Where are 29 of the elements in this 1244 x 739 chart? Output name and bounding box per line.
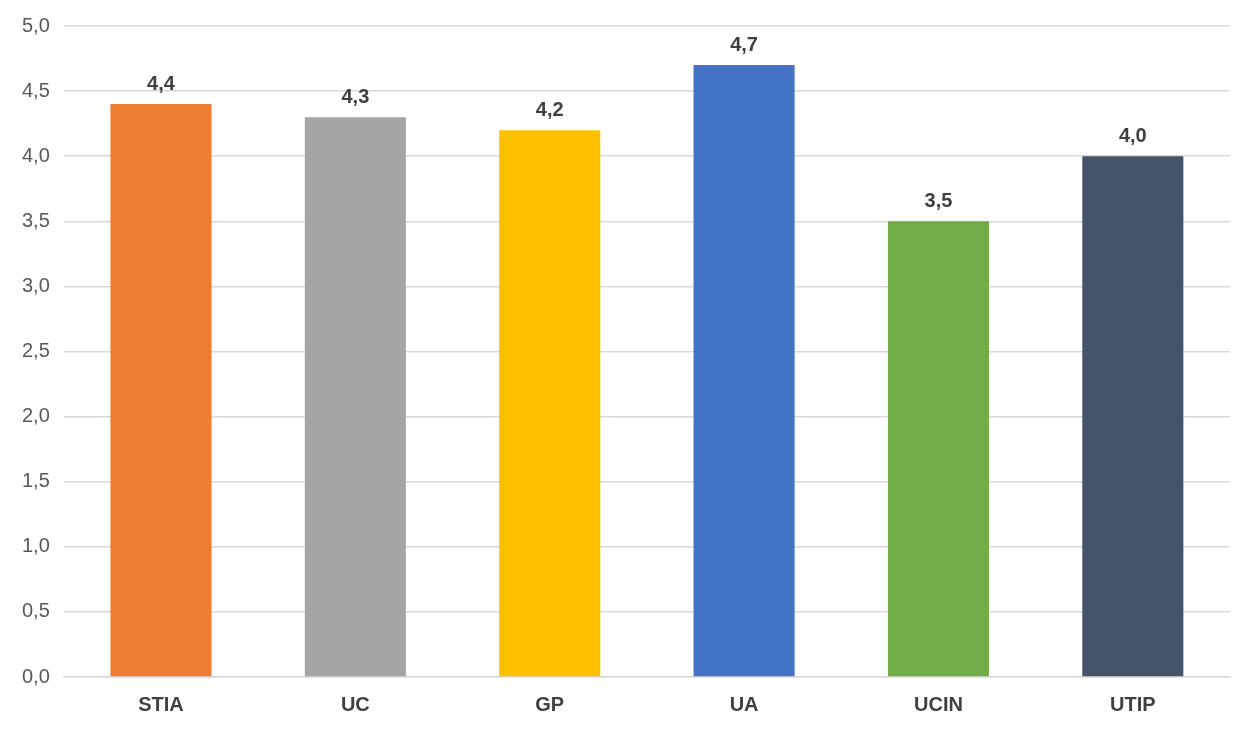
y-tick-label: 1,0 (21, 534, 50, 557)
data-label: 4,0 (1118, 123, 1147, 146)
x-tick-label: UCIN (914, 692, 963, 715)
bar (499, 130, 601, 677)
data-label: 4,7 (730, 32, 758, 55)
y-tick-label: 1,5 (21, 469, 50, 492)
data-label: 4,4 (147, 71, 176, 94)
y-tick-label: 2,0 (21, 404, 50, 427)
bar (110, 104, 212, 677)
x-tick-label: UTIP (1110, 692, 1156, 715)
bar (693, 65, 795, 677)
data-label: 4,3 (341, 84, 370, 107)
y-tick-label: 4,0 (21, 143, 50, 166)
y-tick-label: 3,0 (21, 273, 50, 296)
y-tick-label: 2,5 (21, 339, 50, 362)
y-tick-label: 3,5 (21, 208, 50, 231)
y-tick-label: 4,5 (21, 78, 50, 101)
bar (304, 117, 406, 677)
x-tick-label: UC (340, 692, 370, 715)
x-tick-label: STIA (138, 692, 184, 715)
bar (1082, 156, 1184, 677)
data-label: 3,5 (924, 188, 953, 211)
y-tick-label: 5,0 (21, 13, 50, 36)
x-tick-label: GP (535, 692, 565, 715)
y-tick-label: 0,5 (21, 599, 50, 622)
data-label: 4,2 (535, 97, 564, 120)
y-tick-label: 0,0 (21, 664, 50, 687)
x-tick-label: UA (729, 692, 759, 715)
bar (887, 221, 989, 677)
